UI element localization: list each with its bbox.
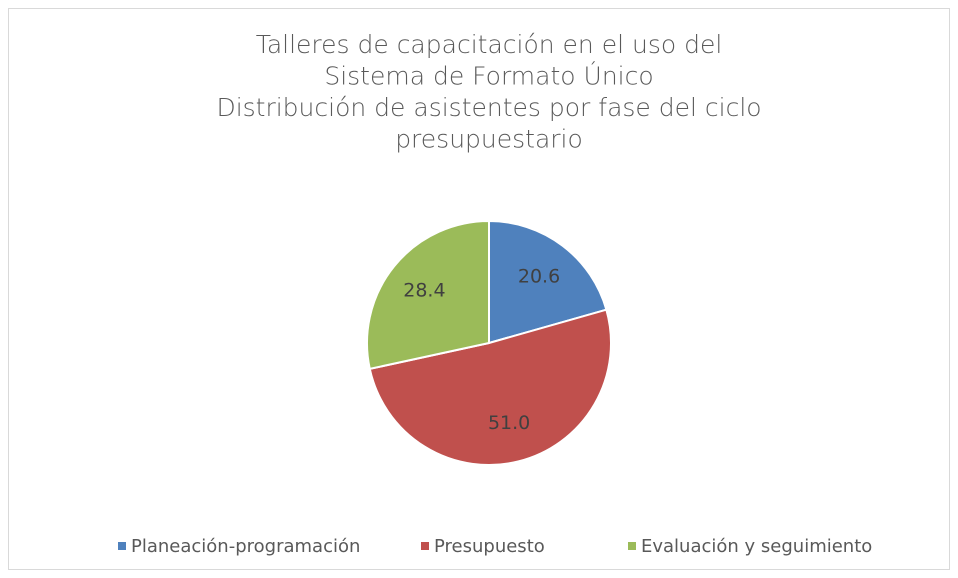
chart-title: Sistema de Formato Único: [324, 61, 653, 91]
chart-title: presupuestario: [395, 125, 583, 154]
legend-label: Presupuesto: [434, 536, 545, 557]
pie-slice: [366, 219, 490, 371]
legend-label: Planeación-programación: [131, 536, 360, 557]
chart-title: Distribución de asistentes por fase del …: [216, 93, 761, 122]
pie-slice: [368, 308, 612, 466]
data-label: 28.4: [403, 279, 445, 301]
legend-label: Evaluación y seguimiento: [641, 536, 872, 557]
legend-marker: [421, 542, 429, 550]
pie-slice: [488, 219, 608, 345]
legend-marker: [118, 542, 126, 550]
data-label: 20.6: [518, 265, 560, 287]
legend-marker: [628, 542, 636, 550]
data-label: 51.0: [488, 412, 530, 434]
chart-title: Talleres de capacitación en el uso del: [256, 30, 723, 59]
